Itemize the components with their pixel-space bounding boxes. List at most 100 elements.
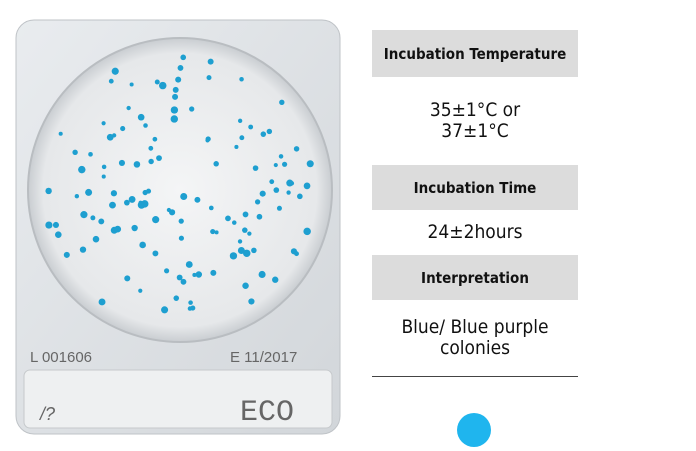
colony: [170, 115, 179, 123]
colony: [206, 75, 212, 81]
colony: [110, 190, 118, 197]
colony: [98, 298, 106, 306]
colony: [111, 67, 119, 75]
colony: [242, 211, 249, 218]
colony: [269, 179, 275, 185]
colony: [108, 78, 114, 84]
colony: [251, 247, 257, 254]
colony: [74, 194, 80, 199]
colony: [128, 195, 136, 203]
colony: [232, 220, 237, 225]
colony: [63, 251, 70, 258]
colony: [166, 207, 172, 213]
colony: [55, 231, 62, 238]
colony: [177, 65, 184, 71]
colony: [192, 272, 197, 278]
colony: [80, 211, 88, 219]
colony: [140, 200, 149, 208]
colony: [164, 268, 170, 274]
colony: [185, 261, 193, 268]
colony: [152, 136, 158, 142]
colony: [178, 235, 184, 241]
colony: [143, 123, 148, 128]
blue-dot: [457, 413, 491, 447]
colony: [297, 193, 303, 200]
colony: [278, 154, 284, 159]
colony: [176, 274, 183, 281]
colony: [225, 215, 231, 222]
colony: [139, 241, 146, 249]
colony: [101, 164, 107, 170]
colony: [294, 251, 299, 257]
colony: [152, 216, 160, 224]
colony: [234, 144, 239, 149]
value-line: 35±1°C or: [429, 99, 521, 121]
colony: [152, 250, 159, 257]
colony: [106, 133, 114, 141]
colony: [172, 86, 179, 93]
colony: [306, 160, 314, 168]
colony: [142, 189, 148, 196]
colony: [289, 181, 295, 186]
colony: [101, 174, 106, 179]
colony: [178, 218, 184, 224]
mark: /?: [38, 404, 55, 424]
colony: [137, 113, 145, 121]
colony: [175, 76, 182, 83]
colony: [129, 82, 134, 87]
colony: [159, 81, 167, 90]
colony: [101, 121, 106, 126]
row-value: 35±1°C or 37±1°C: [372, 77, 578, 165]
colony: [172, 93, 179, 100]
lot-number: L 001606: [30, 349, 92, 366]
row-header: Incubation Temperature: [372, 30, 578, 77]
colony: [293, 146, 300, 152]
colony: [260, 131, 267, 137]
colony: [303, 227, 311, 236]
colony: [229, 252, 238, 260]
colony: [237, 239, 243, 244]
colony: [208, 205, 214, 211]
colony: [148, 158, 154, 165]
culture-plate-photo: L 001606 E 11/2017 /? ECO: [15, 19, 341, 435]
colony-color-swatch: [457, 413, 491, 447]
colony: [45, 187, 52, 195]
colony: [256, 213, 263, 220]
colony: [286, 190, 291, 195]
colony: [110, 226, 118, 234]
colony: [154, 79, 160, 85]
row-value: 24±2hours: [372, 210, 578, 255]
colony: [92, 235, 100, 243]
colony: [273, 163, 278, 168]
colony: [52, 221, 60, 229]
colony: [180, 278, 187, 285]
colony: [138, 288, 143, 293]
label-area: [23, 369, 333, 429]
value-line: colonies: [439, 336, 511, 359]
colony: [126, 105, 131, 111]
colony: [124, 275, 131, 282]
colony: [247, 231, 252, 236]
colony: [170, 106, 179, 114]
colony: [85, 188, 93, 196]
colony: [239, 76, 244, 82]
colony: [210, 228, 216, 235]
colony: [90, 215, 96, 221]
colony: [252, 165, 259, 171]
colony: [258, 270, 266, 278]
dish: [27, 37, 333, 343]
colony: [109, 201, 116, 209]
colonies: [45, 54, 314, 314]
colony: [98, 218, 105, 225]
colony: [180, 54, 187, 61]
colony: [303, 182, 311, 190]
colony: [72, 149, 78, 155]
colony: [88, 151, 93, 157]
colony: [248, 298, 255, 305]
colony: [213, 161, 219, 167]
colony: [118, 159, 126, 167]
colony: [173, 295, 180, 301]
colony: [205, 136, 211, 142]
colony: [207, 58, 214, 65]
colony: [248, 124, 254, 130]
